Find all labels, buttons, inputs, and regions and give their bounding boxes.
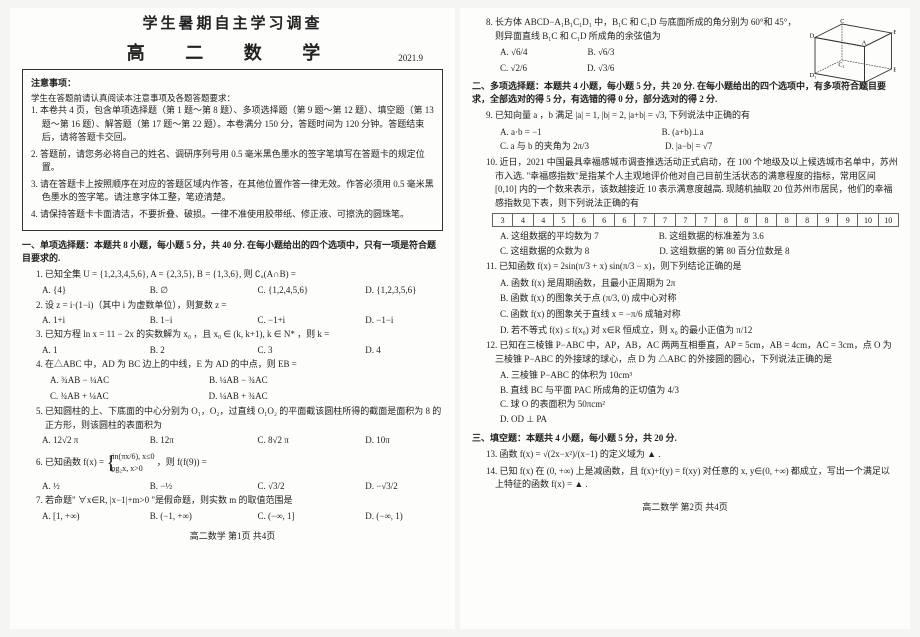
q6: 6. 已知函数 f(x) = { sin(πx/6), x≤0 log₂x, x…: [36, 448, 443, 478]
footer-left: 高二数学 第1页 共4页: [22, 529, 443, 542]
footer-right: 高二数学 第2页 共4页: [472, 500, 898, 513]
sub-title: 高 二 数 学 2021.9: [22, 39, 443, 65]
svg-text:D: D: [810, 33, 815, 40]
q3-options: A. 1 B. 2 C. 3 D. 4: [42, 345, 443, 355]
notice-item-2: 2. 答题前，请您务必将自己的姓名、调研序列号用 0.5 毫米黑色墨水的签字笔填…: [31, 148, 434, 175]
section-3-title: 三、填空题：本题共 4 小题，每小题 5 分，共 20 分.: [472, 432, 898, 445]
svg-text:A₁: A₁: [862, 85, 869, 92]
notice-item-3: 3. 请在答题卡上按照顺序在对应的答题区域内作答，在其他位置作答一律无效。作答必…: [31, 178, 434, 205]
notice-item-4: 4. 请保持答题卡卡面清洁，不要折叠、破损。一律不准使用胶带纸、修正液、可擦洗的…: [31, 208, 434, 222]
svg-text:A: A: [862, 40, 867, 47]
main-title: 学生暑期自主学习调查: [22, 12, 443, 33]
notice-item-1: 1. 本卷共 4 页，包含单项选择题（第 1 题～第 8 题）、多项选择题（第 …: [31, 104, 434, 145]
notice-intro: 学生在答题前请认真阅读本注意事项及各题答题要求：: [31, 92, 434, 104]
q10: 10. 近日，2021 中国最具幸福感城市调查推选活动正式启动，在 100 个地…: [486, 156, 898, 210]
q2: 2. 设 z = i·(1−i)（其中 i 为虚数单位），则复数 z =: [36, 299, 443, 313]
page-1: 学生暑期自主学习调查 高 二 数 学 2021.9 注意事项： 学生在答题前请认…: [10, 8, 455, 629]
svg-text:B: B: [893, 29, 896, 36]
q1-options: A. {4} B. ∅ C. {1,2,4,5,6} D. {1,2,3,5,6…: [42, 285, 443, 296]
svg-text:C: C: [840, 18, 844, 25]
q9: 9. 已知向量 a ，b 满足 |a| = 1, |b| = 2, |a+b| …: [486, 109, 898, 123]
q2-options: A. 1+i B. 1−i C. −1+i D. −1−i: [42, 315, 443, 325]
q5: 5. 已知圆柱的上、下底面的中心分别为 O₁，O₂，过直线 O₁O₂ 的平面截该…: [36, 405, 443, 432]
svg-text:D₁: D₁: [810, 72, 817, 79]
q5-options: A. 12√2 π B. 12π C. 8√2 π D. 10π: [42, 435, 443, 445]
q6-options: A. ½ B. −½ C. √3/2 D. −√3/2: [42, 481, 443, 491]
q10-options: A. 这组数据的平均数为 7 B. 这组数据的标准差为 3.6 C. 这组数据的…: [500, 230, 898, 257]
q14: 14. 已知 f(x) 在 (0, +∞) 上是减函数，且 f(x)+f(y) …: [486, 465, 898, 492]
q4-options: A. ¾AB − ¼AC B. ¼AB − ¾AC C. ¾AB + ¼AC D…: [50, 374, 443, 402]
q11-options: A. 函数 f(x) 是周期函数，且最小正周期为 2π B. 函数 f(x) 的…: [500, 277, 898, 336]
notice-title: 注意事项：: [31, 76, 434, 89]
section-1-title: 一、单项选择题：本题共 8 小题，每小题 5 分，共 40 分. 在每小题给出的…: [22, 239, 443, 264]
q12-options: A. 三棱锥 P−ABC 的体积为 10cm³ B. 直线 BC 与平面 PAC…: [500, 369, 898, 425]
date: 2021.9: [398, 53, 423, 63]
q4: 4. 在△ABC 中，AD 为 BC 边上的中线，E 为 AD 的中点，则 EB…: [36, 358, 443, 372]
q10-data-table: 3 4 4 5 6 6 6 7 7 7 7 8 8 8 8 8 9 9 10 1…: [492, 213, 898, 227]
q9-options: A. a·b = −1 B. (a+b)⊥a C. a 与 b 的夹角为 2π/…: [500, 126, 898, 153]
page-2: D₁ A₁ B₁ C₁ D A B C 8. 长方体 ABCD−A₁B₁C₁D₁…: [460, 8, 910, 629]
q7-options: A. [1, +∞) B. (−1, +∞) C. (−∞, 1] D. (−∞…: [42, 511, 443, 521]
svg-text:C₁: C₁: [838, 61, 844, 68]
q7: 7. 若命题" ∀x∈R, |x−1|+m>0 "是假命题，则实数 m 的取值范…: [36, 494, 443, 508]
svg-text:B₁: B₁: [893, 67, 896, 74]
q11: 11. 已知函数 f(x) = 2sin(π/3 + x) sin(π/3 − …: [486, 260, 898, 274]
q3: 3. 已知方程 ln x = 11 − 2x 的实数解为 x₀ ，且 x₀ ∈ …: [36, 328, 443, 342]
notice-box: 注意事项： 学生在答题前请认真阅读本注意事项及各题答题要求： 1. 本卷共 4 …: [22, 69, 443, 231]
q13: 13. 函数 f(x) = √(2x−x²)/(x−1) 的定义域为 ▲ .: [486, 448, 898, 462]
q12: 12. 已知在三棱锥 P−ABC 中，AP，AB，AC 两两互相垂直，AP = …: [486, 339, 898, 366]
cuboid-diagram: D₁ A₁ B₁ C₁ D A B C: [806, 18, 896, 93]
q1: 1. 已知全集 U = {1,2,3,4,5,6}, A = {2,3,5}, …: [36, 268, 443, 282]
